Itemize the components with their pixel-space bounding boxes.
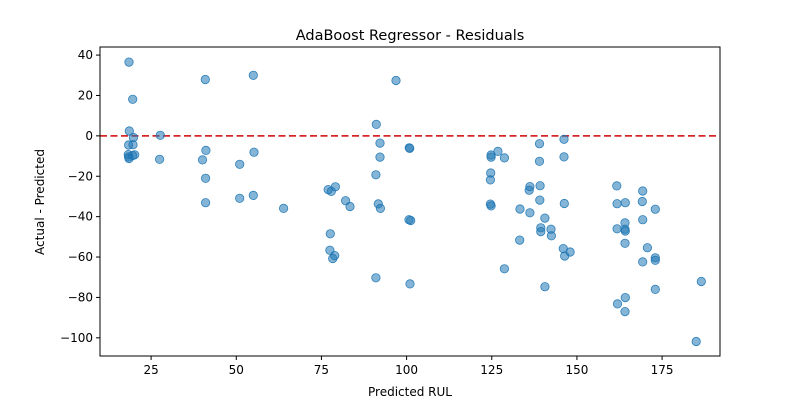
data-point [201,173,211,183]
data-point [375,138,385,148]
data-point [248,190,258,200]
data-point [124,57,134,67]
data-point [559,198,569,209]
data-point [524,185,534,195]
data-point [499,153,509,163]
x-tick-label: 125 [480,363,503,377]
data-point [638,257,648,267]
data-point [485,175,495,185]
data-point [235,193,245,203]
data-point [486,152,496,162]
data-point [124,126,134,136]
data-point [391,75,401,86]
chart-title: AdaBoost Regressor - Residuals [296,28,525,44]
data-point [620,226,630,236]
data-point [278,203,289,213]
data-point [128,132,138,143]
data-point [201,198,211,208]
x-tick-label: 75 [314,363,329,377]
x-tick-label: 50 [229,363,244,377]
data-point [546,231,557,241]
data-point [534,139,545,149]
data-point [559,134,569,144]
data-point [486,201,496,211]
data-point [620,198,630,208]
data-point [155,130,165,140]
data-point [650,284,660,294]
data-point [499,264,509,274]
data-point [325,229,335,239]
data-point [371,170,381,180]
y-tick-label: −80 [68,290,93,304]
y-tick-label: 40 [78,48,93,62]
data-point [525,208,535,218]
data-point [200,74,210,85]
data-point [536,227,546,237]
data-point [515,204,525,214]
data-point [128,94,138,104]
data-point [515,235,525,245]
y-tick-label: −100 [60,331,93,345]
data-point [375,152,385,162]
data-point [650,204,660,214]
data-point [197,155,208,165]
x-tick-label: 100 [395,363,418,377]
data-point [235,159,245,169]
data-point [637,196,647,207]
data-point [371,273,381,283]
data-point [535,181,545,191]
data-point [691,336,701,347]
data-point [201,145,211,155]
x-tick-label: 25 [143,363,158,377]
data-point [406,215,416,226]
data-point [493,146,503,156]
data-point [330,182,340,192]
data-point [650,255,660,265]
data-point [405,143,415,153]
plot-frame [99,46,721,357]
data-point [405,279,415,289]
x-tick-label: 175 [651,363,674,377]
plot-area [100,57,720,347]
y-tick-label: −20 [68,169,93,183]
data-point [638,215,648,225]
data-point [565,247,575,257]
data-point [612,199,622,209]
data-point [371,119,381,130]
data-point [535,195,545,205]
y-tick-label: 20 [78,88,93,102]
data-point [559,152,569,162]
y-axis-label: Actual - Predicted [33,149,47,255]
data-point [612,224,622,234]
data-point [620,238,630,248]
y-tick-label: −40 [68,210,93,224]
data-point [696,276,706,287]
x-axis-label: Predicted RUL [368,385,452,399]
data-point [612,299,623,309]
data-point [620,292,630,303]
data-point [248,70,258,80]
y-tick-label: −60 [68,250,93,264]
data-point [620,306,630,317]
data-point [249,147,259,157]
data-point [345,201,355,212]
y-tick-label: 0 [85,129,93,143]
data-point [540,282,550,292]
axes: 25 50 75 100 125 150 175 40 20 0 −20 −40 −60 −80 −100 [60,46,721,377]
x-tick-label: 150 [565,363,588,377]
data-point [540,213,550,223]
data-point [375,203,385,213]
data-point [155,154,165,164]
data-point [642,243,653,253]
data-point [328,253,338,264]
data-point [534,156,545,166]
data-point [612,181,622,191]
data-point [638,186,648,196]
data-point [130,150,140,160]
